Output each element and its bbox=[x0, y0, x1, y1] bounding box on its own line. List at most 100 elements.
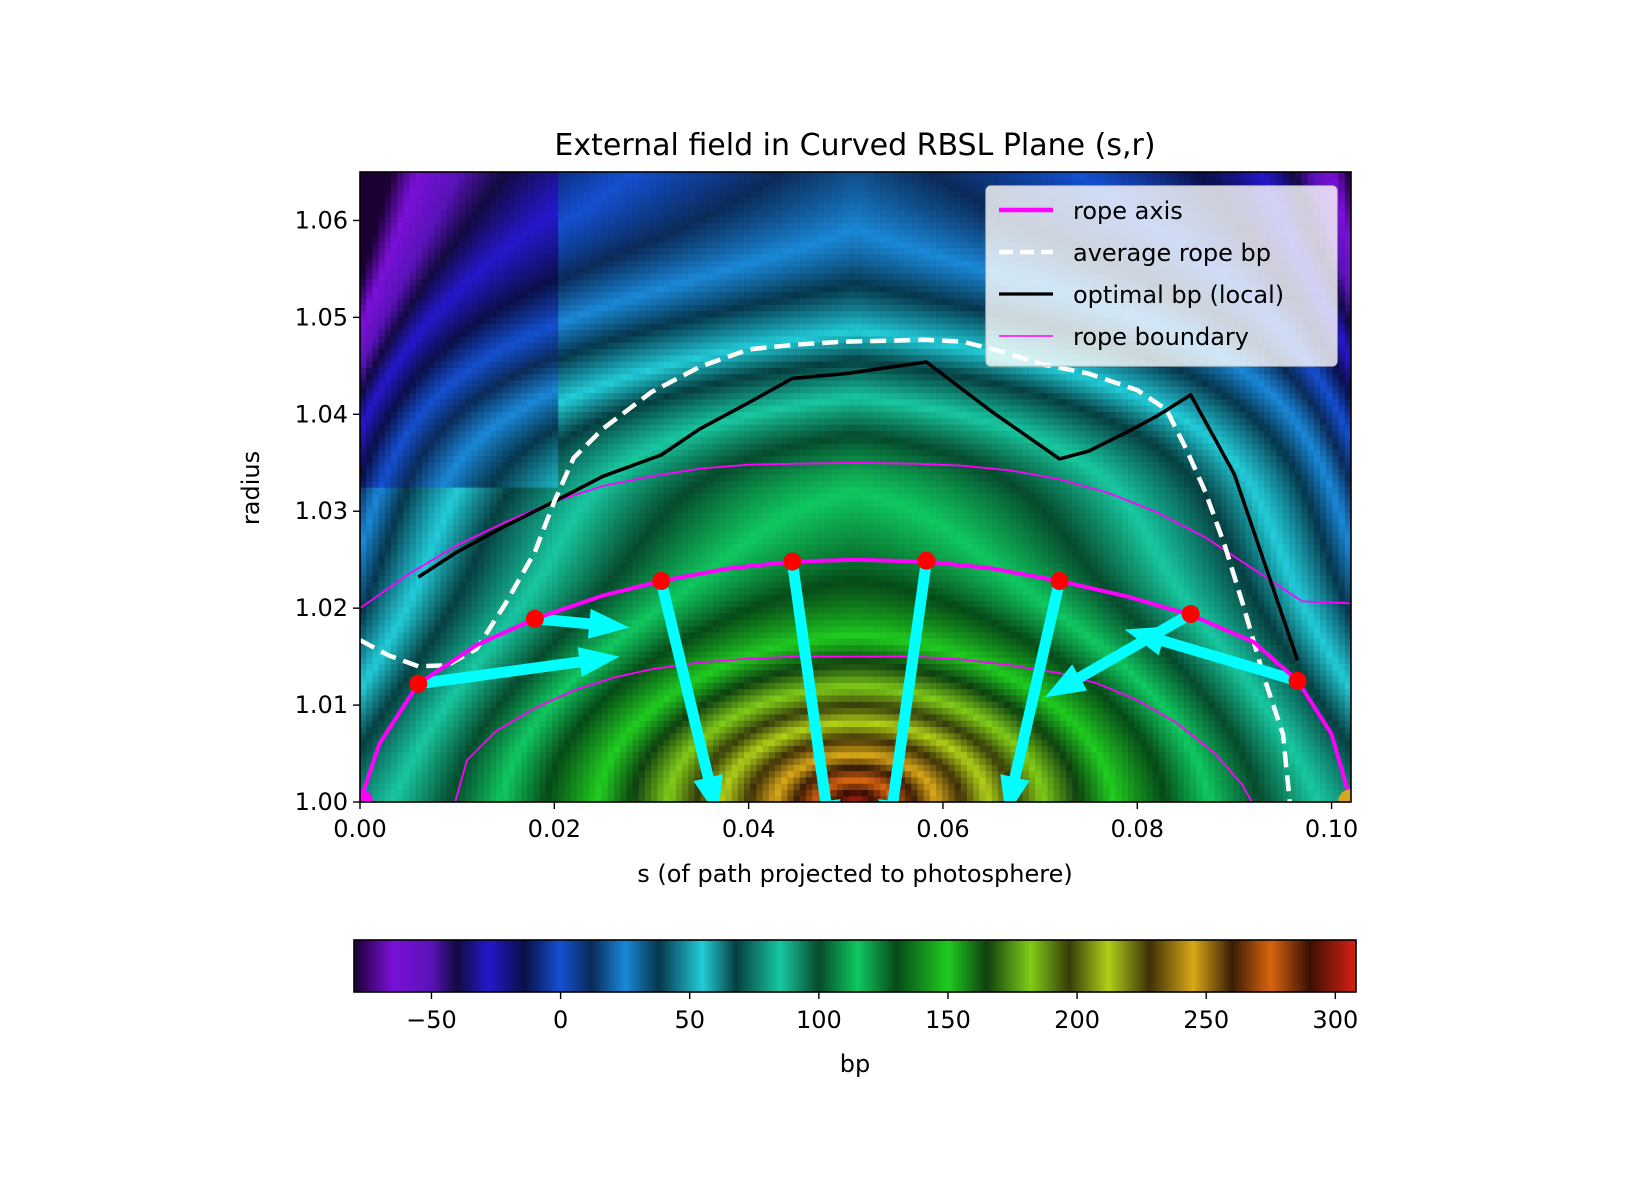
heatmap-cell bbox=[459, 739, 466, 746]
heatmap-cell bbox=[613, 650, 621, 658]
heatmap-cell bbox=[694, 657, 702, 664]
heatmap-cell bbox=[360, 682, 367, 690]
heatmap-cell bbox=[527, 650, 535, 658]
heatmap-cell bbox=[719, 726, 727, 734]
heatmap-cell bbox=[1134, 732, 1142, 740]
heatmap-cell bbox=[533, 701, 541, 709]
heatmap-cell bbox=[719, 682, 727, 690]
heatmap-cell bbox=[1295, 770, 1303, 778]
heatmap-cell bbox=[936, 757, 943, 765]
heatmap-cell bbox=[1053, 625, 1061, 633]
heatmap-cell bbox=[595, 644, 603, 652]
heatmap-cell bbox=[632, 783, 640, 790]
heatmap-cell bbox=[452, 770, 460, 778]
heatmap-cell bbox=[1121, 657, 1129, 664]
heatmap-cell bbox=[886, 732, 894, 740]
heatmap-cell bbox=[390, 694, 398, 702]
heatmap-cell bbox=[1320, 657, 1327, 664]
heatmap-cell bbox=[700, 732, 708, 740]
heatmap-cell bbox=[855, 606, 863, 614]
heatmap-cell bbox=[1227, 713, 1234, 721]
heatmap-cell bbox=[1326, 720, 1334, 727]
heatmap-cell bbox=[1276, 701, 1284, 709]
heatmap-cell bbox=[465, 764, 473, 772]
heatmap-cell bbox=[1332, 795, 1340, 802]
heatmap-cell bbox=[1338, 713, 1346, 721]
heatmap-cell bbox=[613, 657, 621, 664]
heatmap-cell bbox=[1239, 713, 1247, 721]
heatmap-cell bbox=[706, 619, 714, 627]
heatmap-cell bbox=[985, 694, 993, 702]
heatmap-cell bbox=[582, 789, 590, 797]
heatmap-cell bbox=[836, 676, 844, 683]
heatmap-cell bbox=[545, 631, 553, 639]
heatmap-cell bbox=[415, 638, 423, 646]
heatmap-cell bbox=[936, 751, 943, 759]
heatmap-cell bbox=[1344, 739, 1351, 746]
heatmap-cell bbox=[657, 713, 665, 721]
heatmap-cell bbox=[471, 638, 479, 646]
heatmap-cell bbox=[459, 606, 466, 614]
heatmap-cell bbox=[1128, 713, 1135, 721]
heatmap-cell bbox=[1103, 764, 1111, 772]
heatmap-cell bbox=[1004, 764, 1011, 772]
heatmap-cell bbox=[570, 732, 578, 740]
heatmap-cell bbox=[533, 713, 541, 721]
heatmap-cell bbox=[1270, 726, 1278, 734]
heatmap-cell bbox=[849, 776, 857, 784]
heatmap-cell bbox=[384, 770, 392, 778]
heatmap-cell bbox=[1028, 770, 1036, 778]
heatmap-cell bbox=[688, 751, 696, 759]
heatmap-cell bbox=[1332, 776, 1340, 784]
heatmap-cell bbox=[1245, 625, 1253, 633]
heatmap-cell bbox=[564, 682, 572, 690]
heatmap-cell bbox=[917, 682, 925, 690]
heatmap-cell bbox=[533, 650, 541, 658]
heatmap-cell bbox=[917, 701, 925, 709]
heatmap-cell bbox=[1022, 751, 1030, 759]
heatmap-cell bbox=[731, 764, 739, 772]
heatmap-cell bbox=[1028, 795, 1036, 802]
heatmap-cell bbox=[1251, 739, 1259, 746]
heatmap-cell bbox=[1208, 739, 1216, 746]
heatmap-cell bbox=[1196, 688, 1203, 696]
heatmap-cell bbox=[1072, 789, 1080, 797]
heatmap-cell bbox=[632, 613, 640, 620]
heatmap-cell bbox=[991, 764, 999, 772]
heatmap-cell bbox=[973, 732, 980, 740]
heatmap-cell bbox=[750, 694, 757, 702]
heatmap-cell bbox=[1245, 757, 1253, 765]
heatmap-cell bbox=[762, 650, 770, 658]
heatmap-cell bbox=[613, 613, 621, 620]
heatmap-cell bbox=[1320, 789, 1327, 797]
heatmap-cell bbox=[533, 783, 541, 790]
heatmap-cell bbox=[750, 657, 757, 664]
heatmap-cell bbox=[378, 682, 386, 690]
heatmap-cell bbox=[446, 783, 454, 790]
heatmap-cell bbox=[991, 606, 999, 614]
heatmap-cell bbox=[1295, 694, 1303, 702]
heatmap-cell bbox=[1239, 625, 1247, 633]
heatmap-cell bbox=[1189, 745, 1197, 753]
heatmap-cell bbox=[465, 606, 473, 614]
heatmap-cell bbox=[533, 757, 541, 765]
heatmap-cell bbox=[756, 739, 764, 746]
heatmap-cell bbox=[527, 606, 535, 614]
heatmap-cell bbox=[1028, 631, 1036, 639]
heatmap-cell bbox=[1307, 770, 1315, 778]
heatmap-cell bbox=[589, 795, 596, 802]
heatmap-cell bbox=[979, 726, 987, 734]
heatmap-cell bbox=[1233, 606, 1241, 614]
heatmap-cell bbox=[774, 644, 782, 652]
heatmap-cell bbox=[539, 694, 547, 702]
heatmap-cell bbox=[1270, 625, 1278, 633]
heatmap-cell bbox=[508, 726, 516, 734]
heatmap-cell bbox=[421, 606, 429, 614]
heatmap-cell bbox=[1035, 713, 1042, 721]
heatmap-cell bbox=[651, 631, 658, 639]
heatmap-cell bbox=[440, 650, 448, 658]
heatmap-cell bbox=[384, 707, 392, 715]
heatmap-cell bbox=[948, 770, 956, 778]
heatmap-cell bbox=[1066, 644, 1073, 652]
heatmap-cell bbox=[768, 688, 776, 696]
